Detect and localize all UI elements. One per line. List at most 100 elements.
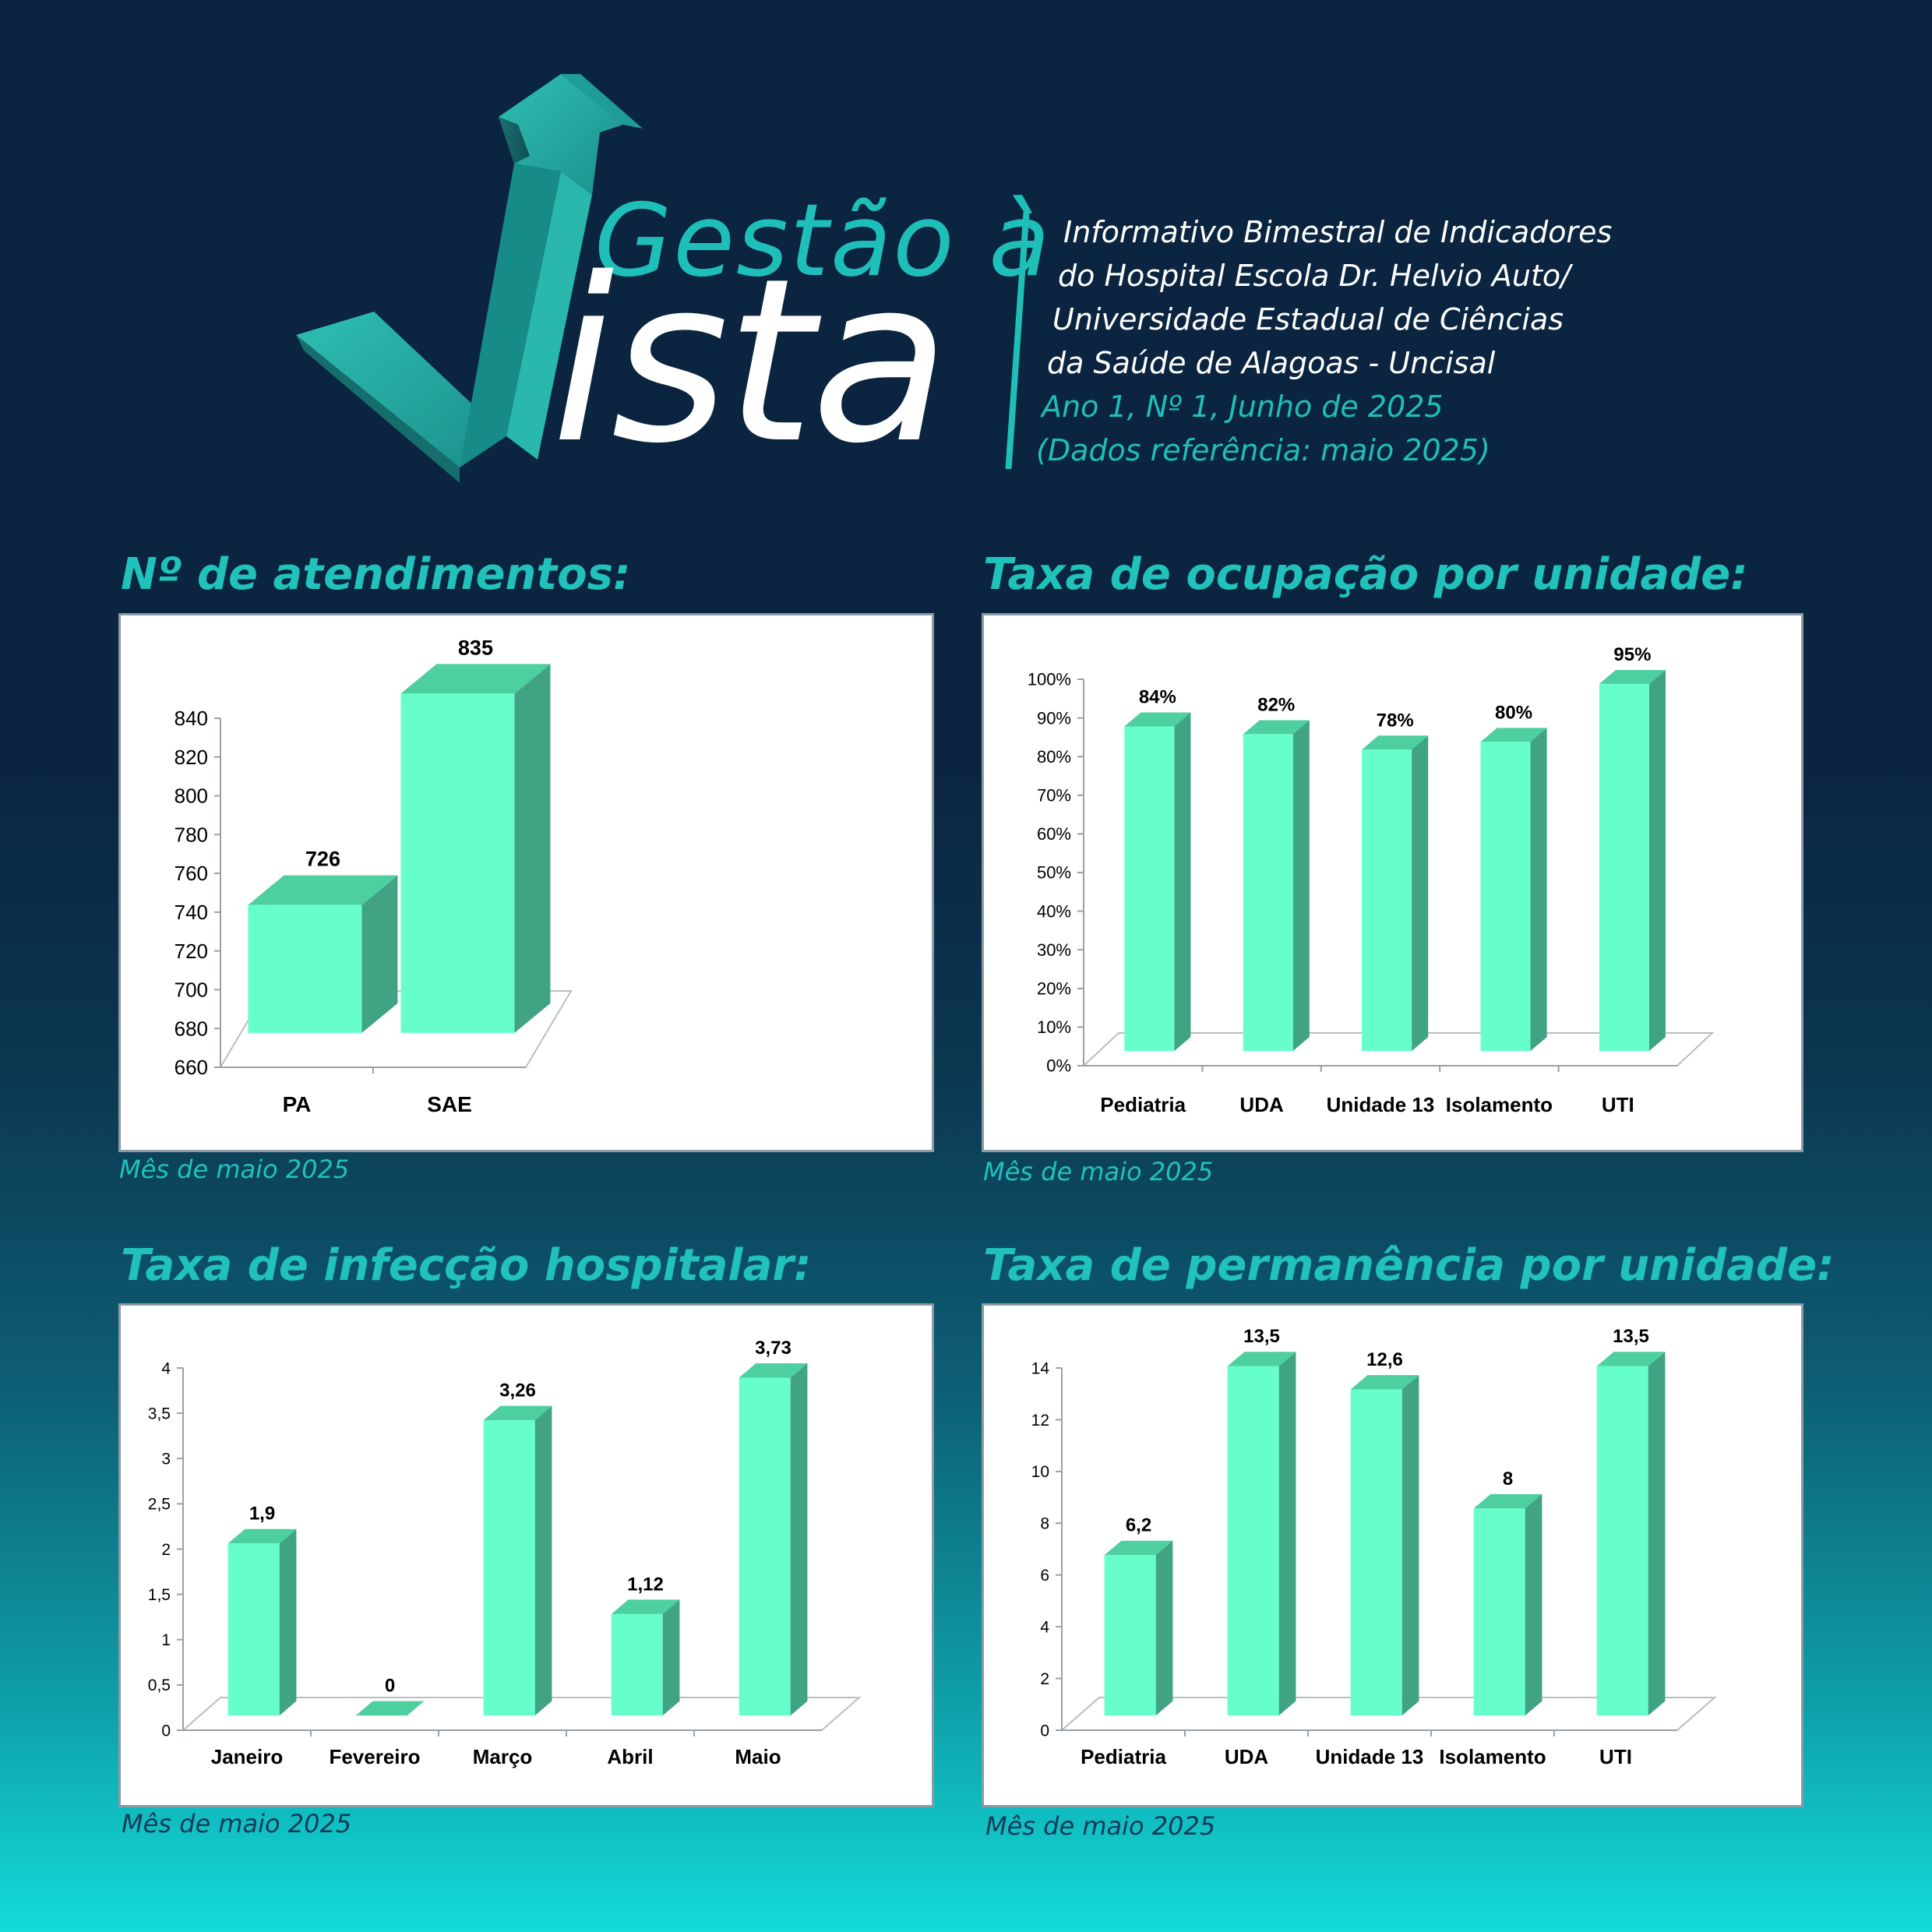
caption-atendimentos: Mês de maio 2025 <box>119 1155 350 1184</box>
bar-front <box>1473 1508 1525 1716</box>
title-ocupacao: Taxa de ocupação por unidade: <box>983 549 1748 600</box>
category-label: Março <box>473 1745 533 1768</box>
bar-top <box>1362 735 1429 750</box>
bar-top <box>1227 1352 1296 1366</box>
bar-sae <box>400 664 551 1033</box>
bar-front <box>1596 1366 1648 1716</box>
bar-side <box>1292 720 1310 1052</box>
data-label: 78% <box>1377 710 1414 731</box>
y-tick-label: 840 <box>175 707 208 730</box>
chart-panel-atendimentos: 840 820 800 780 760 740 720 700 680 660 726 PA 835 SA… <box>118 613 934 1152</box>
bar-side <box>279 1528 297 1716</box>
y-tick-label: 30% <box>1037 940 1071 960</box>
bar-top <box>1104 1540 1173 1556</box>
bar-uda <box>1227 1352 1296 1716</box>
y-tick-label: 1 <box>161 1631 171 1649</box>
y-tick-label: 2 <box>161 1541 171 1559</box>
y-tick-label: 2,5 <box>148 1496 171 1514</box>
bar-top <box>1473 1493 1542 1509</box>
info-line-1: Informativo Bimestral de Indicadores <box>1063 215 1613 249</box>
bar-pediatria <box>1124 712 1191 1052</box>
bar-side <box>790 1363 808 1716</box>
category-label: UDA <box>1239 1093 1284 1116</box>
bar-top <box>400 664 551 694</box>
bar-front <box>1350 1389 1402 1716</box>
y-tick-label: 780 <box>175 823 208 846</box>
title-atendimentos: Nº de atendimentos: <box>121 549 631 600</box>
caption-ocupacao: Mês de maio 2025 <box>983 1157 1214 1186</box>
bar-unidade-13 <box>1350 1375 1419 1716</box>
category-label: UDA <box>1225 1745 1269 1768</box>
bar-isolamento <box>1473 1493 1542 1716</box>
data-label: 1,12 <box>627 1574 664 1595</box>
y-tick-label: 0 <box>161 1722 171 1740</box>
bar-side <box>662 1599 680 1716</box>
chart-infeccao: 4 3,5 3 2,5 2 1,5 1 0,5 0 1,9 Janeiro 0 Fevereiro 3,2… <box>148 1338 862 1768</box>
category-label: Janeiro <box>211 1745 284 1768</box>
chart-ocupacao: 100% 90% 80% 70% 60% 50% 40% 30% 20% 10% 0% 84% Pedi… <box>1028 644 1715 1116</box>
data-label: 726 <box>305 848 340 871</box>
category-label: Isolamento <box>1439 1745 1546 1768</box>
data-label: 3,73 <box>755 1338 791 1359</box>
bar-janeiro <box>227 1528 297 1716</box>
category-label: UTI <box>1602 1093 1634 1116</box>
bar-pediatria <box>1104 1540 1173 1716</box>
chart-atendimentos: 840 820 800 780 760 740 720 700 680 660 726 PA 835 SA… <box>175 636 573 1116</box>
bar-side <box>1648 1352 1666 1716</box>
category-label: UTI <box>1599 1745 1632 1768</box>
category-label: PA <box>283 1092 312 1116</box>
y-tick-label: 0% <box>1046 1056 1071 1076</box>
bar-front <box>1480 742 1531 1052</box>
bar-side <box>1525 1493 1542 1716</box>
info-block: Informativo Bimestral de Indicadores do … <box>1032 210 1671 472</box>
title-permanencia: Taxa de permanência por unidade: <box>983 1240 1835 1291</box>
bar-side <box>534 1405 552 1716</box>
bar-top <box>227 1528 297 1544</box>
y-tick-label: 8 <box>1040 1515 1049 1533</box>
category-label: Isolamento <box>1446 1093 1553 1116</box>
bar-top <box>611 1599 680 1614</box>
brand-title-line1: Gestão à <box>594 183 1052 299</box>
y-tick-label: 50% <box>1037 863 1071 883</box>
bar-front <box>1243 734 1293 1052</box>
bar-front <box>400 693 515 1033</box>
title-infeccao: Taxa de infecção hospitalar: <box>121 1240 812 1291</box>
data-label: 95% <box>1613 644 1651 665</box>
data-label: 0 <box>385 1676 395 1697</box>
y-tick-label: 100% <box>1028 670 1071 689</box>
y-tick-label: 800 <box>175 784 208 808</box>
bar-side <box>1174 712 1191 1052</box>
category-label: SAE <box>427 1092 472 1116</box>
y-tick-label: 60% <box>1037 824 1071 844</box>
bar-maio <box>739 1363 808 1716</box>
data-label: 835 <box>458 636 493 659</box>
y-tick-label: 4 <box>1040 1618 1049 1636</box>
bar-side <box>1530 728 1547 1052</box>
y-tick-label: 820 <box>175 746 208 769</box>
y-tick-label: 720 <box>175 940 208 963</box>
y-tick-label: 14 <box>1031 1359 1050 1377</box>
bar-front <box>1124 726 1175 1052</box>
bar-unidade-13 <box>1362 735 1429 1052</box>
bar-top <box>1480 728 1547 742</box>
bar-front <box>227 1543 280 1716</box>
chart-permanencia: 14 12 10 8 6 4 2 0 6,2 Pediatria 13,5 UDA 12,6 Unidad… <box>1031 1326 1717 1768</box>
y-tick-label: 20% <box>1037 979 1071 999</box>
y-tick-label: 1,5 <box>148 1586 171 1604</box>
bar-side <box>514 664 551 1033</box>
bar-top <box>1350 1375 1419 1390</box>
data-label: 80% <box>1495 702 1532 723</box>
chart-panel-infeccao: 4 3,5 3 2,5 2 1,5 1 0,5 0 1,9 Janeiro 0 Fevereiro 3,2… <box>118 1303 934 1807</box>
chart-panel-ocupacao: 100% 90% 80% 70% 60% 50% 40% 30% 20% 10% 0% 84% Pedi… <box>982 613 1803 1152</box>
bar-top <box>483 1405 552 1421</box>
category-label: Unidade 13 <box>1327 1093 1435 1116</box>
bar-top <box>1599 669 1666 684</box>
bar-front <box>248 904 362 1033</box>
bar-side <box>1412 735 1429 1052</box>
logo-arrow-icon <box>296 74 643 483</box>
bar-front <box>1599 683 1649 1052</box>
bar-fevereiro <box>355 1701 425 1716</box>
y-tick-label: 3 <box>161 1451 171 1468</box>
bar-uti <box>1596 1352 1666 1716</box>
bar-pa <box>248 875 398 1033</box>
